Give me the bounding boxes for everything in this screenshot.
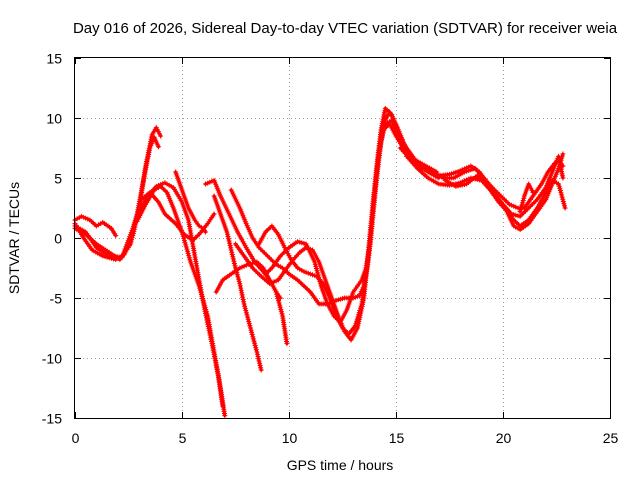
y-tick-label: 0 — [54, 231, 62, 247]
series-markers — [136, 180, 226, 409]
y-axis-ticks: -15 -10 -5 0 5 10 15 — [42, 51, 610, 427]
y-tick-label: -5 — [50, 291, 63, 307]
series-track-14 — [263, 121, 442, 325]
series-markers — [442, 153, 566, 219]
x-axis-label: GPS time / hours — [287, 457, 394, 473]
chart-title: Day 016 of 2026, Sidereal Day-to-day VTE… — [73, 20, 618, 37]
series-track-6 — [136, 180, 226, 409]
series-markers — [263, 121, 442, 325]
series-markers — [213, 259, 283, 301]
series-track-9 — [211, 193, 264, 373]
y-tick-label: 10 — [46, 111, 62, 127]
x-tick-label: 5 — [179, 430, 187, 446]
x-tick-label: 25 — [603, 430, 619, 446]
y-tick-label: -10 — [42, 351, 62, 367]
series-track-7 — [173, 169, 208, 235]
series-track-19 — [517, 181, 536, 215]
x-tick-label: 0 — [72, 430, 80, 446]
x-tick-label: 10 — [282, 430, 298, 446]
plot-frame — [74, 57, 611, 419]
x-axis-ticks: 0 5 10 15 20 25 — [72, 58, 619, 446]
data-series — [72, 105, 568, 419]
series-track-18 — [442, 153, 566, 219]
series-markers — [517, 181, 536, 215]
x-tick-label: 20 — [496, 430, 512, 446]
series-track-10 — [213, 259, 283, 301]
x-tick-label: 15 — [389, 430, 405, 446]
y-tick-label: 5 — [54, 171, 62, 187]
y-axis-label: SDTVAR / TECUs — [6, 182, 22, 294]
y-tick-label: -15 — [42, 411, 62, 427]
y-tick-label: 15 — [46, 51, 62, 67]
series-markers — [173, 169, 208, 235]
